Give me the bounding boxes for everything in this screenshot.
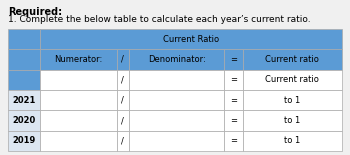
- Bar: [117, 49, 129, 70]
- Bar: [40, 90, 117, 110]
- Bar: [224, 90, 243, 110]
- Bar: [117, 70, 129, 90]
- Text: to 1: to 1: [284, 96, 301, 105]
- Text: /: /: [121, 96, 124, 105]
- Text: =: =: [230, 116, 237, 125]
- Bar: [8, 49, 40, 70]
- Bar: [224, 70, 243, 90]
- Text: Current ratio: Current ratio: [265, 75, 319, 84]
- Bar: [40, 70, 117, 90]
- Text: to 1: to 1: [284, 116, 301, 125]
- Text: Current ratio: Current ratio: [265, 55, 319, 64]
- Text: to 1: to 1: [284, 136, 301, 145]
- Bar: [243, 131, 342, 151]
- Text: 1. Complete the below table to calculate each year’s current ratio.: 1. Complete the below table to calculate…: [8, 15, 311, 24]
- Bar: [243, 110, 342, 131]
- Bar: [224, 110, 243, 131]
- Text: /: /: [121, 75, 124, 84]
- Bar: [8, 90, 40, 110]
- Bar: [40, 110, 117, 131]
- Bar: [40, 131, 117, 151]
- Text: /: /: [121, 136, 124, 145]
- Text: =: =: [230, 75, 237, 84]
- Text: 2019: 2019: [12, 136, 35, 145]
- Bar: [224, 131, 243, 151]
- Bar: [243, 90, 342, 110]
- Bar: [129, 49, 224, 70]
- Bar: [117, 90, 129, 110]
- Bar: [40, 49, 117, 70]
- Text: Denominator:: Denominator:: [148, 55, 206, 64]
- Bar: [243, 70, 342, 90]
- Bar: [129, 90, 224, 110]
- Bar: [8, 131, 40, 151]
- Bar: [40, 29, 342, 49]
- Text: =: =: [230, 136, 237, 145]
- Bar: [8, 110, 40, 131]
- Text: Current Ratio: Current Ratio: [163, 35, 219, 44]
- Text: Required:: Required:: [8, 7, 62, 17]
- Bar: [129, 131, 224, 151]
- Text: /: /: [121, 116, 124, 125]
- Bar: [8, 70, 40, 90]
- Bar: [243, 49, 342, 70]
- Text: 2021: 2021: [12, 96, 36, 105]
- Text: 2020: 2020: [12, 116, 35, 125]
- Bar: [129, 70, 224, 90]
- Bar: [129, 110, 224, 131]
- Bar: [117, 131, 129, 151]
- Text: =: =: [230, 55, 237, 64]
- Bar: [8, 29, 40, 49]
- Bar: [117, 110, 129, 131]
- Text: /: /: [121, 55, 124, 64]
- Bar: [224, 49, 243, 70]
- Text: =: =: [230, 96, 237, 105]
- Text: Numerator:: Numerator:: [54, 55, 102, 64]
